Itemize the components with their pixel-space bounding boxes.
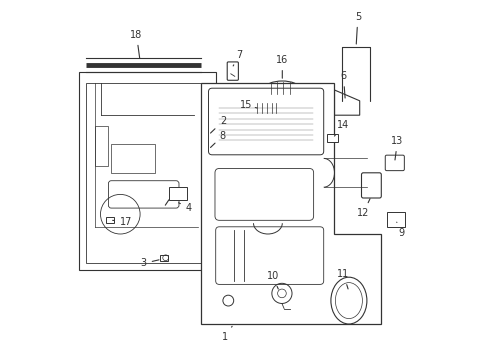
Bar [79, 72, 215, 270]
Text: 11: 11 [337, 269, 349, 289]
Text: 1: 1 [221, 326, 232, 342]
Text: 13: 13 [390, 136, 403, 160]
Text: 8: 8 [210, 131, 225, 148]
Bar [204, 133, 211, 144]
FancyBboxPatch shape [227, 62, 238, 80]
Text: 16: 16 [276, 55, 288, 78]
Text: 2: 2 [210, 116, 225, 133]
FancyBboxPatch shape [361, 173, 381, 198]
Text: 14: 14 [334, 120, 349, 136]
Text: 12: 12 [356, 199, 369, 218]
Ellipse shape [330, 277, 366, 324]
Text: 5: 5 [354, 12, 360, 44]
Text: 9: 9 [396, 222, 404, 238]
FancyBboxPatch shape [385, 155, 404, 171]
Ellipse shape [264, 81, 299, 95]
Bar [204, 146, 211, 153]
Bar [326, 134, 337, 142]
Text: 15: 15 [240, 100, 257, 110]
Bar [111, 144, 154, 173]
Text: 3: 3 [141, 258, 159, 269]
Text: 18: 18 [130, 30, 142, 58]
Bar [106, 217, 114, 223]
Polygon shape [386, 212, 404, 227]
Bar [253, 103, 278, 113]
Text: 10: 10 [266, 271, 278, 289]
Text: 6: 6 [340, 71, 346, 98]
Text: 7: 7 [233, 50, 242, 66]
Polygon shape [86, 83, 201, 263]
Text: 17: 17 [112, 217, 132, 227]
Polygon shape [334, 90, 359, 115]
Polygon shape [201, 83, 381, 324]
Bar [160, 255, 167, 261]
Bar [168, 187, 186, 200]
Text: 4: 4 [178, 203, 191, 213]
